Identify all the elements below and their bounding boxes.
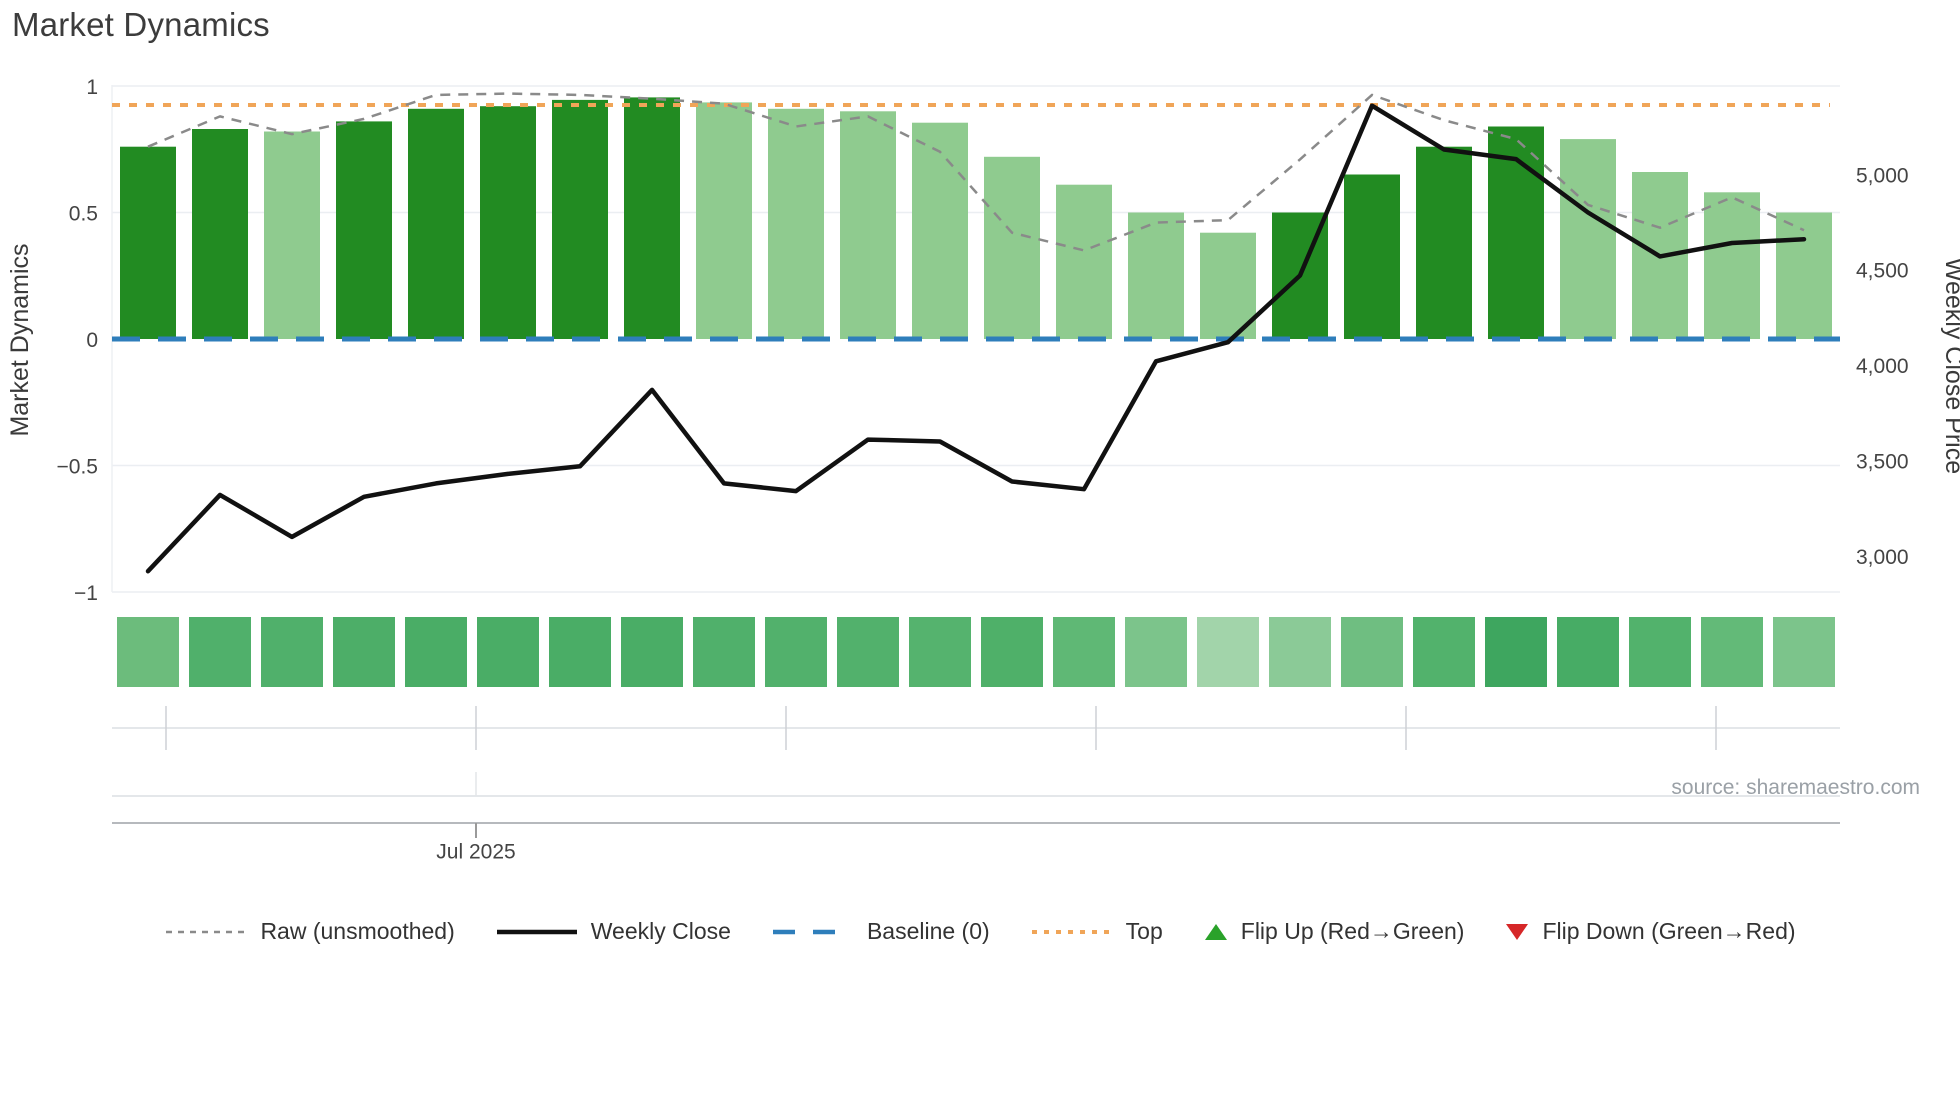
solid-line-icon: [496, 929, 577, 934]
right-axis-tick-label: 3,000: [1856, 546, 1909, 569]
chart-legend: Raw (unsmoothed) Weekly Close Baseline (0)…: [0, 918, 1960, 945]
dynamics-bar[interactable]: [624, 97, 680, 340]
heatmap-cell[interactable]: [1557, 617, 1619, 687]
heatmap-cell[interactable]: [837, 617, 899, 687]
left-axis-title: Market Dynamics: [6, 243, 34, 436]
dashed-line-icon: [166, 930, 247, 933]
heatmap-cell[interactable]: [1269, 617, 1331, 687]
dynamics-bar[interactable]: [1488, 126, 1544, 340]
heatmap-cell[interactable]: [621, 617, 683, 687]
dynamics-bar[interactable]: [1776, 212, 1832, 340]
dynamics-bar[interactable]: [1056, 184, 1112, 339]
heatmap-cell[interactable]: [405, 617, 467, 687]
dotted-line-icon: [1031, 929, 1112, 934]
source-annotation: source: sharemaestro.com: [1671, 776, 1920, 799]
heatmap-cell[interactable]: [549, 617, 611, 687]
raw-line: [147, 92, 1805, 252]
dynamics-bar[interactable]: [1416, 146, 1472, 339]
legend-label: Flip Up (Red→Green): [1240, 918, 1465, 944]
right-axis-tick-label: 4,000: [1856, 355, 1909, 378]
legend-label: Raw (unsmoothed): [260, 918, 455, 944]
legend-item-long-dash-line[interactable]: Baseline (0): [771, 918, 990, 945]
heatmap-cell[interactable]: [1701, 617, 1763, 687]
dynamics-bar[interactable]: [1560, 139, 1616, 339]
heatmap-cell[interactable]: [1053, 617, 1115, 687]
left-axis-tick-label: −0.5: [57, 456, 98, 479]
heatmap-cell[interactable]: [1341, 617, 1403, 687]
legend-item-triangle-down[interactable]: Flip Down (Green→Red): [1504, 918, 1796, 945]
dynamics-bar[interactable]: [840, 111, 896, 339]
triangle-up-icon: [1204, 923, 1227, 940]
right-axis-tick-label: 5,000: [1856, 164, 1909, 187]
right-axis-tick-label: 3,500: [1856, 451, 1909, 474]
legend-item-solid-line[interactable]: Weekly Close: [495, 918, 731, 945]
legend-label: Flip Down (Green→Red): [1542, 918, 1796, 944]
legend-item-dashed-line[interactable]: Raw (unsmoothed): [164, 918, 455, 945]
heatmap-cell[interactable]: [261, 617, 323, 687]
heatmap-cell[interactable]: [1485, 617, 1547, 687]
market-dynamics-chart[interactable]: 1 0.5 0 −0.5 −1 5,000 4,500 4,000 3,500 3,000 Mark…: [0, 0, 1960, 880]
dynamics-bar[interactable]: [984, 156, 1040, 339]
legend-label: Weekly Close: [590, 918, 731, 944]
x-axis-label: Jul 2025: [436, 840, 515, 863]
left-axis-tick-label: 0: [86, 329, 98, 352]
dynamics-bar[interactable]: [696, 102, 752, 340]
dynamics-bar[interactable]: [1704, 192, 1760, 339]
heatmap-cell[interactable]: [333, 617, 395, 687]
legend-item-triangle-up[interactable]: Flip Up (Red→Green): [1203, 918, 1465, 945]
dynamics-bar[interactable]: [264, 131, 320, 340]
dynamics-bar[interactable]: [480, 106, 536, 339]
heatmap-cell[interactable]: [1773, 617, 1835, 687]
heatmap-cell[interactable]: [117, 617, 179, 687]
right-axis-title: Weekly Close Price: [1940, 258, 1960, 474]
heatmap-cell[interactable]: [909, 617, 971, 687]
right-axis-tick-label: 4,500: [1856, 260, 1909, 283]
legend-label: Top: [1125, 918, 1163, 944]
heatmap-cell[interactable]: [693, 617, 755, 687]
page-title: Market Dynamics: [12, 6, 270, 43]
heatmap-cell[interactable]: [1197, 617, 1259, 687]
dynamics-bar[interactable]: [1344, 174, 1400, 340]
heatmap-cell[interactable]: [189, 617, 251, 687]
weekly-close-line[interactable]: [145, 103, 1807, 574]
dynamics-bar[interactable]: [552, 99, 608, 340]
dynamics-bar[interactable]: [120, 146, 176, 339]
heatmap-cell[interactable]: [1413, 617, 1475, 687]
dynamics-bar[interactable]: [912, 122, 968, 339]
left-axis-tick-label: 0.5: [69, 203, 98, 226]
dynamics-bar[interactable]: [1128, 212, 1184, 340]
left-axis-tick-label: 1: [86, 76, 98, 99]
legend-item-dotted-line[interactable]: Top: [1030, 918, 1163, 945]
heatmap-cell[interactable]: [1629, 617, 1691, 687]
legend-label: Baseline (0): [866, 918, 990, 944]
triangle-down-icon: [1506, 923, 1529, 940]
dynamics-bar[interactable]: [408, 108, 464, 339]
dynamics-bar[interactable]: [336, 121, 392, 340]
dynamics-bar[interactable]: [1200, 232, 1256, 339]
heatmap-cell[interactable]: [477, 617, 539, 687]
dynamics-bar[interactable]: [192, 129, 248, 339]
dynamics-bar[interactable]: [768, 108, 824, 339]
heatmap-cell[interactable]: [1125, 617, 1187, 687]
long-dash-line-icon: [772, 929, 853, 934]
heatmap-cell[interactable]: [981, 617, 1043, 687]
left-axis-tick-label: −1: [74, 582, 98, 605]
heatmap-cell[interactable]: [765, 617, 827, 687]
